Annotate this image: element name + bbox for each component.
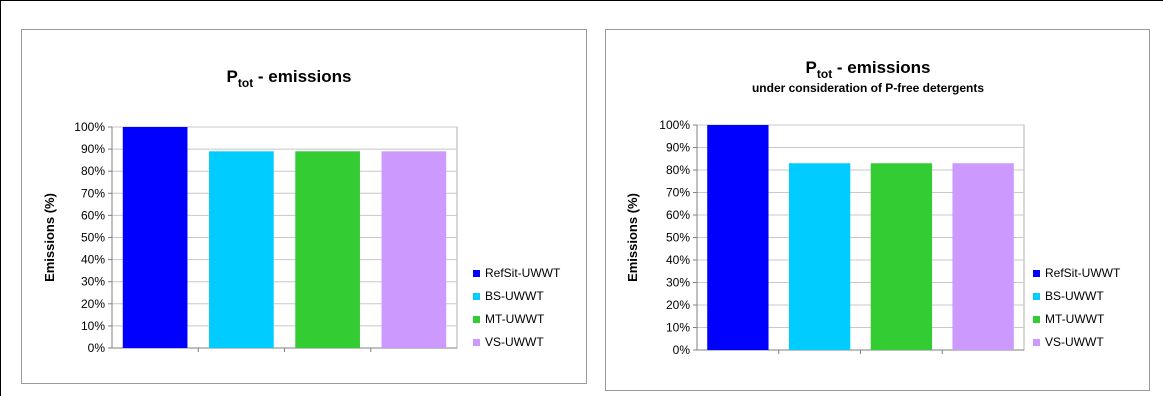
chart-left-svg: Ptot - emissions 0% 10% 20% 30% 40% 50% 60% 70% 8… <box>42 67 561 355</box>
y-tick-label: 80% <box>81 164 105 178</box>
legend-label-bs-uwwt: BS-UWWT <box>485 289 544 303</box>
y-tick-label: 40% <box>666 253 690 267</box>
y-tick-label: 60% <box>666 208 690 222</box>
legend-label-vs-uwwt: VS-UWWT <box>485 335 544 349</box>
legend-label-mt-uwwt: MT-UWWT <box>485 312 545 326</box>
bar-vs-uwwt <box>952 163 1014 350</box>
legend-swatch-vs-uwwt <box>1033 339 1040 346</box>
legend-swatch-mt-uwwt <box>473 316 480 323</box>
chart-title: Ptot - emissions <box>806 58 931 81</box>
y-tick-label: 0% <box>88 341 106 355</box>
chart-title-main: P <box>227 67 238 86</box>
y-tick-label: 70% <box>666 186 690 200</box>
y-tick-label: 40% <box>81 253 105 267</box>
y-tick-label: 60% <box>81 208 105 222</box>
y-tick-label: 70% <box>81 186 105 200</box>
legend-swatch-mt-uwwt <box>1033 316 1040 323</box>
bar-refsit-uwwt <box>122 127 188 348</box>
legend-swatch-bs-uwwt <box>473 293 480 300</box>
legend-label-bs-uwwt: BS-UWWT <box>1045 289 1104 303</box>
legend-label-refsit-uwwt: RefSit-UWWT <box>1045 266 1121 280</box>
chart-left: Ptot - emissions 0% 10% 20% 30% 40% 50% 60% 70% 8… <box>21 29 587 384</box>
y-axis-label: Emissions (%) <box>625 193 640 282</box>
chart-subtitle: under consideration of P-free detergents <box>752 81 984 95</box>
y-tick-label: 50% <box>81 231 105 245</box>
bar-vs-uwwt <box>381 151 447 348</box>
bar-mt-uwwt <box>295 151 360 348</box>
legend-label-vs-uwwt: VS-UWWT <box>1045 335 1104 349</box>
chart-title: Ptot - emissions <box>227 67 352 90</box>
y-tick-label: 100% <box>659 118 690 132</box>
y-tick-label: 90% <box>81 142 105 156</box>
legend-swatch-refsit-uwwt <box>473 270 480 277</box>
legend-label-mt-uwwt: MT-UWWT <box>1045 312 1105 326</box>
chart-title-rest: - emissions <box>832 58 930 77</box>
y-tick-label: 100% <box>74 120 105 134</box>
legend-label-refsit-uwwt: RefSit-UWWT <box>485 266 561 280</box>
y-tick-label: 10% <box>666 321 690 335</box>
bar-bs-uwwt <box>209 151 274 348</box>
y-axis-label: Emissions (%) <box>42 193 57 282</box>
y-tick-label: 10% <box>81 319 105 333</box>
bar-mt-uwwt <box>870 163 933 350</box>
legend-swatch-bs-uwwt <box>1033 293 1040 300</box>
chart-title-subscript: tot <box>238 76 253 90</box>
bar-bs-uwwt <box>788 163 851 350</box>
y-tick-label: 20% <box>666 298 690 312</box>
chart-title-rest: - emissions <box>253 67 351 86</box>
y-tick-label: 30% <box>666 276 690 290</box>
y-tick-label: 50% <box>666 231 690 245</box>
legend-swatch-vs-uwwt <box>473 339 480 346</box>
y-tick-label: 30% <box>81 275 105 289</box>
chart-right: Ptot - emissions under consideration of P… <box>605 29 1150 391</box>
chart-title-main: P <box>806 58 817 77</box>
y-tick-label: 90% <box>666 141 690 155</box>
y-tick-label: 0% <box>673 343 691 357</box>
legend-swatch-refsit-uwwt <box>1033 270 1040 277</box>
y-tick-label: 80% <box>666 163 690 177</box>
bar-refsit-uwwt <box>707 125 769 350</box>
y-tick-label: 20% <box>81 297 105 311</box>
chart-title-subscript: tot <box>817 67 832 81</box>
